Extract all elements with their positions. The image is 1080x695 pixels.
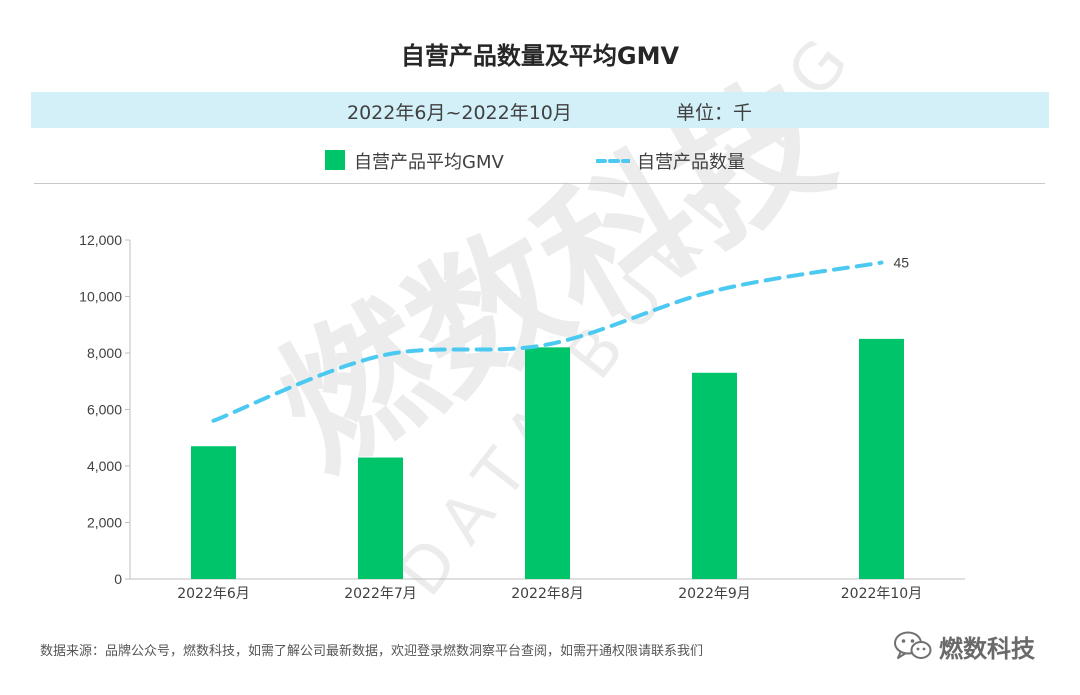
- x-tick-label: 2022年7月: [344, 586, 417, 602]
- period-text: 2022年6月~2022年10月: [347, 102, 572, 124]
- wechat-icon: [894, 631, 932, 659]
- legend: 自营产品平均GMV 自营产品数量: [0, 146, 1080, 176]
- y-tick-label: 0: [114, 571, 122, 587]
- x-tick-label: 2022年6月: [177, 586, 250, 602]
- bar-2: [358, 457, 403, 579]
- legend-bar-label: 自营产品平均GMV: [354, 152, 504, 173]
- brand-logo: 燃数科技: [893, 628, 1035, 664]
- y-tick-label: 6,000: [87, 402, 122, 418]
- y-tick-label: 8,000: [87, 345, 122, 361]
- y-tick-label: 4,000: [87, 458, 122, 474]
- chart-title: 自营产品数量及平均GMV: [400, 42, 680, 70]
- legend-line-label: 自营产品数量: [637, 152, 745, 173]
- y-tick-label: 2,000: [87, 515, 122, 531]
- bar-5: [859, 338, 904, 579]
- y-tick-label: 10,000: [79, 289, 122, 305]
- unit-text: 单位：千: [676, 102, 753, 124]
- bar-1: [191, 446, 236, 579]
- data-label: 45: [894, 255, 910, 271]
- legend-line-swatch: [596, 159, 630, 163]
- header-divider: [34, 183, 1045, 184]
- bar-4: [692, 372, 737, 579]
- source-note: 数据来源：品牌公众号，燃数科技，如需了解公司最新数据，欢迎登录燃数洞察平台查阅，…: [40, 644, 704, 659]
- legend-bar-swatch: [325, 150, 345, 170]
- x-tick-label: 2022年10月: [841, 586, 922, 602]
- x-tick-label: 2022年9月: [678, 586, 751, 602]
- brand-name: 燃数科技: [939, 634, 1035, 663]
- subtitle-bar: 2022年6月~2022年10月 单位：千: [31, 92, 1049, 128]
- bar-3: [525, 347, 570, 579]
- y-tick-label: 12,000: [79, 232, 122, 248]
- x-tick-label: 2022年8月: [511, 586, 584, 602]
